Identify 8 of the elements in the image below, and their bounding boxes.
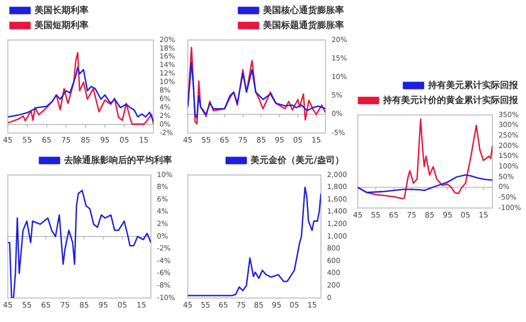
legend-label: 美元金价（美元/盎司） [250, 154, 344, 166]
legend-label: 美国标题通货膨胀率 [262, 20, 344, 31]
legend-label: 持有美元计价的黄金累计实际回报 [382, 94, 519, 106]
legend-label: 去除通胀影响后的平均利率 [63, 154, 172, 166]
legend-label: 持有美元累计实际回报 [427, 80, 519, 91]
legend-label: 美国核心通货膨胀率 [262, 4, 344, 16]
legend-label: 美国短期利率 [34, 20, 88, 31]
legend-label: 美国长期利率 [34, 4, 88, 16]
